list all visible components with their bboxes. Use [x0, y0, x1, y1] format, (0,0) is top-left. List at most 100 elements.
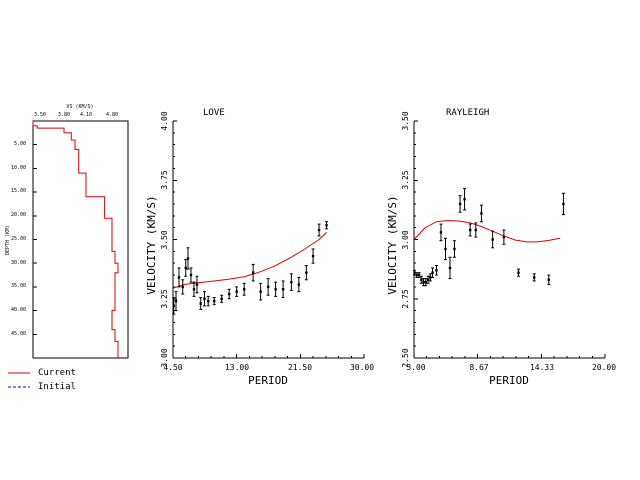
rayleigh-data-point	[474, 228, 477, 232]
love-data-point	[325, 224, 328, 227]
rayleigh-data-point	[458, 202, 462, 206]
rayleigh-observation	[479, 204, 483, 223]
rayleigh-observation	[419, 275, 423, 284]
love-data-point	[305, 271, 308, 274]
love-observation	[304, 265, 308, 281]
love-data-point	[290, 280, 293, 284]
love-data-point	[212, 299, 216, 303]
love-data-point	[311, 254, 315, 258]
love-observation	[202, 291, 206, 307]
rayleigh-data-point	[491, 238, 494, 241]
rayleigh-data-point	[415, 273, 419, 277]
love-data-point	[189, 273, 193, 277]
love-observation	[172, 297, 176, 315]
rayleigh-data-point	[562, 202, 565, 206]
love-observation	[274, 281, 278, 297]
rayleigh-data-point	[444, 247, 447, 251]
love-data-point	[172, 304, 175, 308]
love-observation	[281, 280, 285, 299]
rayleigh-data-point	[424, 280, 427, 284]
love-y-axis-label: VELOCITY (KM/S)	[145, 195, 158, 294]
love-observation	[227, 288, 231, 300]
love-x-tick-label: 21.50	[288, 363, 312, 372]
model-x-tick-labels: 3.50 3.80 4.10 4.80	[34, 112, 118, 118]
model-y-tick-label: 5.00	[14, 141, 26, 147]
rayleigh-observation	[474, 222, 478, 238]
rayleigh-observation	[463, 188, 467, 211]
love-observation	[242, 282, 246, 296]
model-x-tick-label: 4.80	[106, 112, 118, 118]
model-y-tick-labels: 5.00 10.00 15.00 20.00 25.00 30.00 35.00…	[11, 141, 26, 337]
love-observation	[235, 286, 239, 297]
model-x-tick-label: 4.10	[80, 112, 92, 118]
rayleigh-data-point	[480, 212, 483, 215]
model-y-tick-label: 15.00	[11, 188, 26, 194]
love-data-point	[266, 285, 270, 289]
love-data-point	[297, 283, 301, 286]
rayleigh-observation	[448, 256, 452, 280]
rayleigh-x-axis-label: PERIOD	[489, 374, 529, 387]
love-observation	[311, 248, 315, 264]
rayleigh-observation	[491, 230, 495, 249]
love-observation	[220, 294, 224, 303]
rayleigh-predicted-curve	[413, 219, 561, 243]
love-x-axis-label: PERIOD	[248, 374, 288, 387]
rayleigh-data-point	[431, 271, 434, 274]
rayleigh-observation	[452, 240, 456, 258]
love-data-point	[274, 288, 277, 291]
love-observation	[259, 282, 263, 301]
love-data-point	[192, 288, 196, 291]
love-observation	[174, 291, 178, 312]
rayleigh-observation	[532, 273, 536, 282]
rayleigh-observation	[547, 274, 551, 286]
rayleigh-data-point	[517, 271, 520, 274]
rayleigh-y-tick-label: 3.50	[401, 111, 410, 130]
model-current-line	[32, 121, 119, 358]
model-panel: VS (KM/S) 3.50 3.80 4.10 4.80 5.00 10.00…	[5, 104, 129, 359]
rayleigh-y-axis-label: VELOCITY (KM/S)	[386, 195, 399, 294]
rayleigh-data-point	[502, 235, 506, 239]
love-data-point	[207, 299, 210, 303]
love-observation	[189, 267, 193, 283]
love-observation	[192, 281, 196, 297]
rayleigh-x-tick-label: 8.67	[469, 363, 488, 372]
rayleigh-observation	[428, 273, 432, 282]
rayleigh-observation	[468, 223, 472, 237]
love-x-tick-label: 30.00	[350, 363, 374, 372]
rayleigh-observation	[502, 229, 506, 245]
love-y-tick-label: 4.00	[160, 111, 169, 130]
love-data-point	[227, 292, 231, 296]
love-observation	[266, 278, 270, 296]
rayleigh-data-point	[417, 273, 421, 277]
model-y-tick-label: 30.00	[11, 260, 26, 266]
rayleigh-observation	[413, 269, 417, 276]
rayleigh-data-point	[413, 271, 416, 274]
legend-current-label: Current	[38, 368, 76, 378]
love-data-point	[251, 271, 255, 274]
love-observation	[206, 295, 210, 307]
legend: Current Initial	[8, 368, 76, 392]
rayleigh-observation	[516, 268, 520, 277]
love-observation	[186, 247, 190, 270]
model-y-axis-label: DEPTH (KM)	[5, 225, 11, 255]
rayleigh-data-point	[448, 266, 452, 270]
love-data-point	[281, 288, 285, 291]
rayleigh-data-point	[439, 231, 443, 234]
love-observation	[289, 273, 293, 291]
love-data-point	[174, 299, 178, 303]
rayleigh-data-point	[426, 278, 430, 281]
love-data-point	[184, 266, 187, 270]
model-x-tick-label: 3.80	[58, 112, 70, 118]
love-ticks	[172, 120, 365, 359]
rayleigh-title: RAYLEIGH	[446, 108, 489, 118]
love-data-point	[259, 290, 262, 293]
rayleigh-data-point	[547, 278, 551, 281]
rayleigh-observation	[434, 265, 438, 276]
rayleigh-observation	[426, 275, 430, 284]
love-title: LOVE	[203, 108, 225, 118]
love-observation	[177, 267, 181, 288]
rayleigh-data-point	[533, 276, 536, 279]
love-data-point	[203, 297, 206, 300]
love-observation	[184, 259, 188, 277]
